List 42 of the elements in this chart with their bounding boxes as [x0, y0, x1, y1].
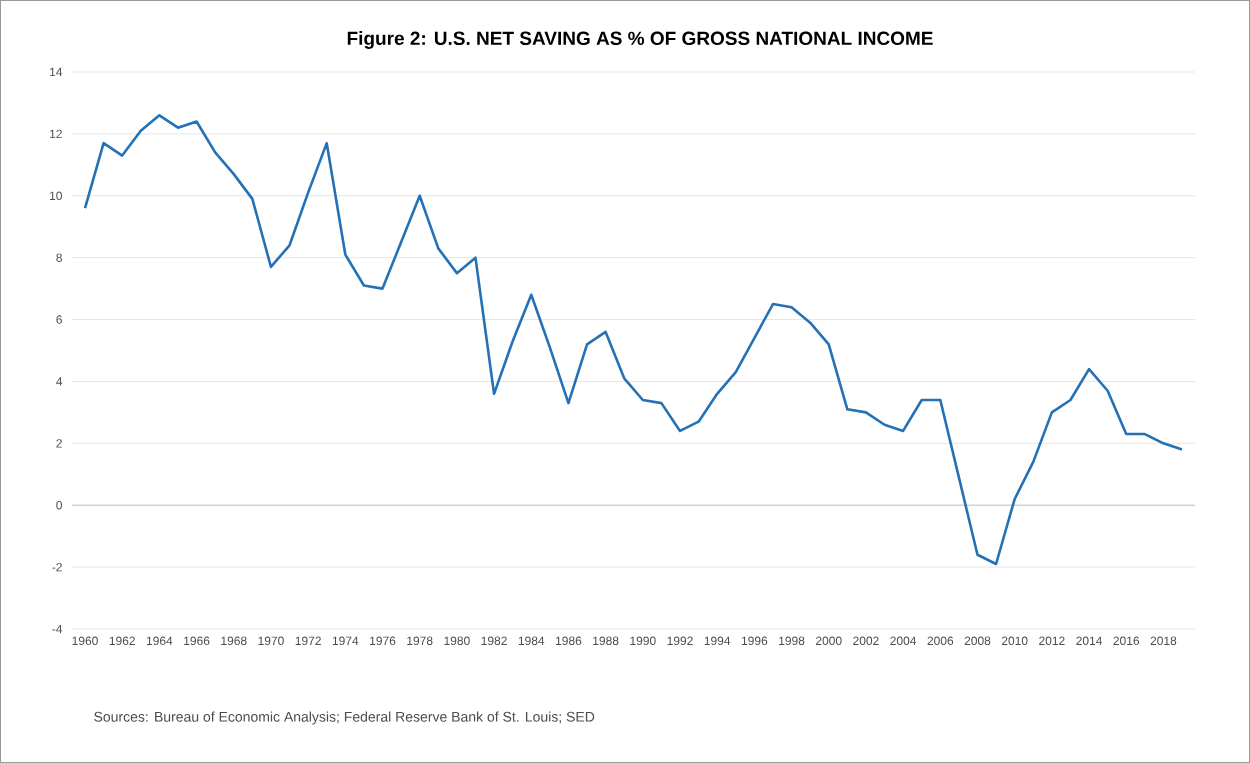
chart-title: Figure 2: U.S. NET SAVING AS % OF GROSS NATIONAL INCOME [347, 31, 933, 49]
x-tick-label: 1962 [109, 636, 135, 646]
y-tick-label: 4 [56, 377, 63, 386]
y-tick-label: 2 [56, 439, 62, 448]
x-tick-label: 1998 [779, 636, 805, 646]
x-tick-label: 1960 [72, 636, 98, 646]
x-tick-label: 1984 [518, 636, 545, 646]
y-tick-label: 0 [56, 500, 63, 510]
x-tick-label: 1992 [667, 636, 693, 646]
x-tick-label: 2006 [927, 636, 954, 646]
y-tick-label: 12 [50, 129, 62, 139]
x-tick-label: 1968 [221, 636, 247, 646]
x-tick-label: 1976 [370, 636, 396, 646]
x-tick-label: 2004 [890, 636, 917, 646]
x-tick-label: 2010 [1001, 636, 1028, 646]
x-tick-label: 2016 [1113, 636, 1140, 646]
x-tick-label: 1974 [332, 636, 359, 646]
y-tick-label: 6 [56, 315, 62, 324]
x-tick-label: 1964 [146, 636, 173, 646]
x-tick-label: 1966 [184, 636, 210, 646]
x-tick-label: 1996 [741, 636, 768, 646]
y-tick-label: -2 [52, 562, 62, 572]
x-tick-label: 2008 [964, 636, 991, 646]
y-tick-label: 14 [50, 67, 63, 77]
x-tick-label: 2002 [853, 636, 879, 646]
x-tick-label: 1988 [593, 636, 619, 646]
y-tick-label: 10 [50, 191, 62, 201]
x-tick-label: 1986 [556, 636, 582, 646]
x-tick-label: 2012 [1039, 636, 1065, 646]
x-tick-label: 1972 [295, 636, 321, 646]
x-tick-label: 1980 [444, 636, 470, 646]
x-tick-label: 2000 [815, 636, 842, 646]
x-tick-label: 1982 [481, 636, 507, 646]
source-note: Sources: Bureau of Economic Analysis; Federal Reserve Bank of St. Louis; SED [94, 711, 595, 725]
x-tick-label: 1970 [258, 636, 284, 646]
x-tick-label: 2014 [1076, 636, 1103, 646]
x-tick-label: 1990 [630, 636, 656, 646]
x-tick-label: 1994 [704, 636, 731, 646]
y-tick-label: 8 [56, 253, 62, 262]
x-tick-label: 1978 [407, 636, 433, 646]
x-tick-label: 2018 [1150, 636, 1177, 646]
y-tick-label: -4 [52, 624, 63, 634]
